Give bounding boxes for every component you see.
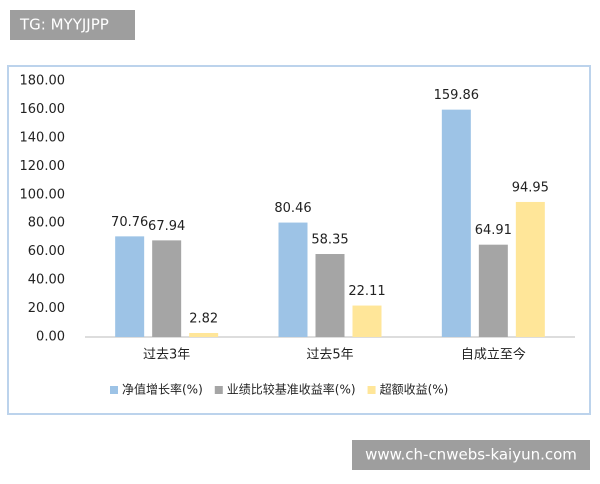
bar <box>478 244 508 337</box>
y-tick-label: 180.00 <box>20 74 66 89</box>
legend-swatch <box>367 386 376 394</box>
bar <box>315 254 345 337</box>
value-label: 80.46 <box>274 201 311 216</box>
bar <box>515 201 545 337</box>
y-tick-label: 40.00 <box>28 273 65 288</box>
bar <box>115 236 145 337</box>
value-label: 2.82 <box>189 311 218 326</box>
y-tick-label: 0.00 <box>36 330 65 345</box>
y-tick-label: 120.00 <box>20 159 66 174</box>
chart-border <box>7 65 591 415</box>
legend-label: 净值增长率(%) <box>122 382 203 397</box>
bar <box>278 222 308 337</box>
bar <box>441 109 471 337</box>
bar <box>152 240 182 337</box>
watermark-box <box>10 10 135 40</box>
legend-swatch <box>110 386 118 394</box>
bar <box>352 305 382 337</box>
y-tick-label: 100.00 <box>20 187 66 202</box>
bar <box>189 332 219 337</box>
legend-swatch <box>214 386 223 394</box>
x-tick-label: 过去3年 <box>143 348 190 363</box>
y-tick-label: 140.00 <box>20 130 66 145</box>
legend-label: 超额收益(%) <box>380 382 449 397</box>
y-tick-label: 160.00 <box>20 102 66 117</box>
watermark: www.ch-cnwebs-kaiyun.com <box>365 446 577 464</box>
x-tick-label: 过去5年 <box>306 348 353 363</box>
value-label: 22.11 <box>348 284 385 299</box>
watermark-box <box>352 440 590 470</box>
watermark: TG: MYYJJPP <box>19 16 109 34</box>
value-label: 70.76 <box>111 215 148 230</box>
y-tick-label: 80.00 <box>28 216 65 231</box>
y-tick-label: 60.00 <box>28 244 65 259</box>
legend-label: 业绩比较基准收益率(%) <box>227 382 356 397</box>
x-tick-label: 自成立至今 <box>461 347 526 363</box>
value-label: 159.86 <box>434 88 480 103</box>
value-label: 58.35 <box>311 233 348 248</box>
value-label: 64.91 <box>475 223 512 238</box>
value-label: 94.95 <box>512 180 549 195</box>
value-label: 67.94 <box>148 219 185 234</box>
y-tick-label: 20.00 <box>28 301 65 316</box>
